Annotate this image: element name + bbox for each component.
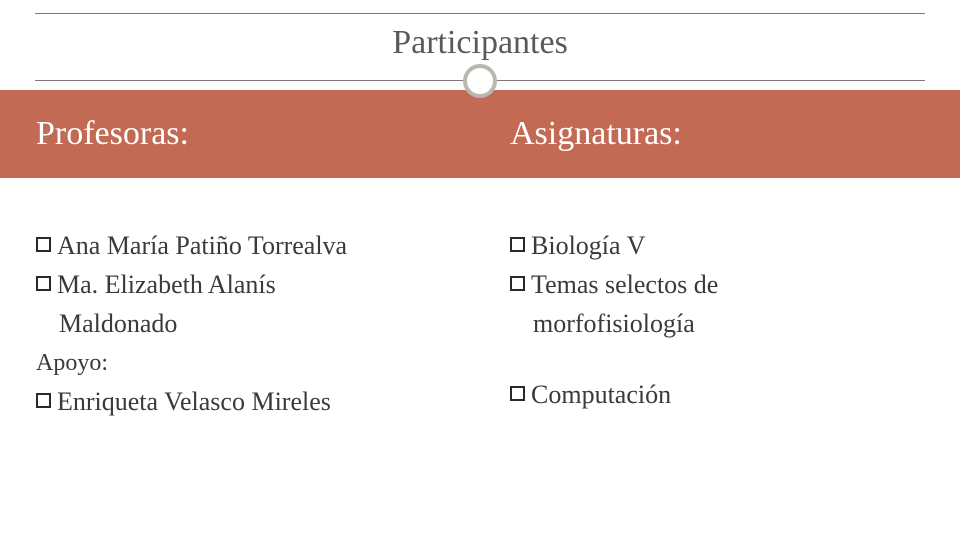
title-rule-top bbox=[35, 13, 925, 14]
list-item: Enriqueta Velasco Mireles bbox=[36, 384, 462, 419]
list-item: Computación bbox=[510, 377, 936, 412]
list-item: Ana María Patiño Torrealva bbox=[36, 228, 462, 263]
square-bullet-icon bbox=[36, 276, 51, 291]
list-item: Biología V bbox=[510, 228, 936, 263]
square-bullet-icon bbox=[510, 237, 525, 252]
item-text: Computación bbox=[531, 377, 936, 412]
square-bullet-icon bbox=[36, 393, 51, 408]
title-area: Participantes bbox=[0, 0, 960, 90]
item-continuation: Maldonado bbox=[36, 306, 462, 341]
header-right: Asignaturas: bbox=[486, 90, 960, 178]
header-left: Profesoras: bbox=[0, 90, 486, 178]
square-bullet-icon bbox=[510, 386, 525, 401]
content-area: Ana María Patiño Torrealva Ma. Elizabeth… bbox=[0, 178, 960, 540]
support-label: Apoyo: bbox=[36, 347, 462, 379]
circle-ornament-icon bbox=[463, 64, 497, 98]
spacer bbox=[510, 345, 936, 377]
list-item: Temas selectos de bbox=[510, 267, 936, 302]
left-column: Ana María Patiño Torrealva Ma. Elizabeth… bbox=[0, 228, 486, 540]
item-text: Enriqueta Velasco Mireles bbox=[57, 384, 462, 419]
right-column: Biología V Temas selectos de morfofisiol… bbox=[486, 228, 960, 540]
item-text: Ma. Elizabeth Alanís bbox=[57, 267, 462, 302]
slide-title: Participantes bbox=[392, 24, 568, 62]
item-text: Ana María Patiño Torrealva bbox=[57, 228, 462, 263]
item-continuation: morfofisiología bbox=[510, 306, 936, 341]
square-bullet-icon bbox=[510, 276, 525, 291]
square-bullet-icon bbox=[36, 237, 51, 252]
list-item: Ma. Elizabeth Alanís bbox=[36, 267, 462, 302]
item-text: Biología V bbox=[531, 228, 936, 263]
column-headers: Profesoras: Asignaturas: bbox=[0, 90, 960, 178]
item-text: Temas selectos de bbox=[531, 267, 936, 302]
slide: Participantes Profesoras: Asignaturas: A… bbox=[0, 0, 960, 540]
